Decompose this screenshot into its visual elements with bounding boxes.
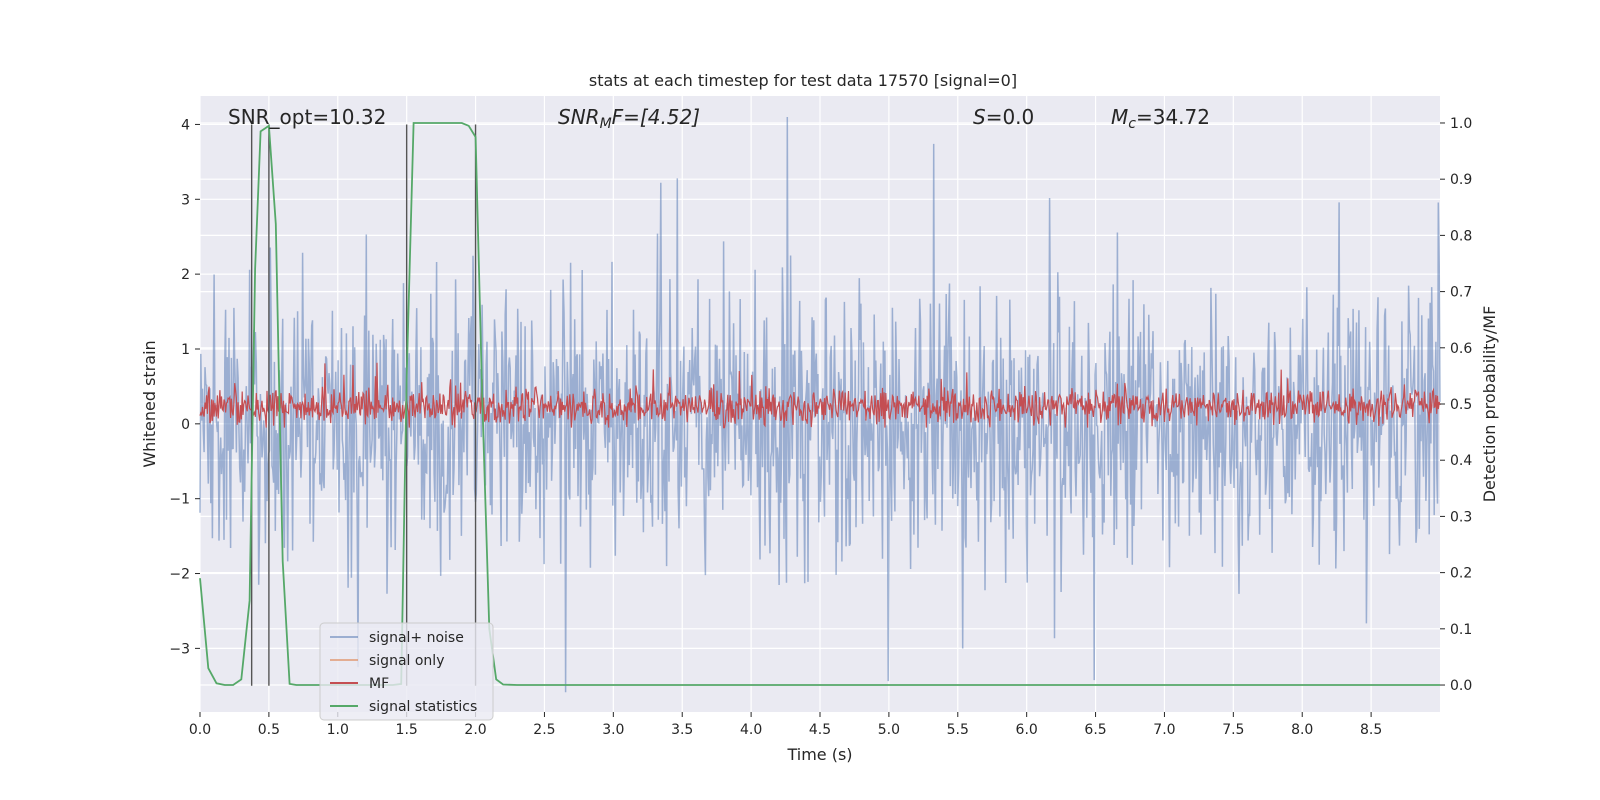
mc-sub: c [1128,116,1136,132]
annotation-mc: Mc=34.72 [1111,105,1210,132]
y2-tick-label-1: 0.9 [1450,172,1472,188]
snr-mf-rest: F=[4.52] [612,105,700,129]
annotation-snr-mf: SNRMF=[4.52] [558,105,700,132]
y2-tick-label-10: 0.0 [1450,678,1472,694]
x-axis-label: Time (s) [786,745,852,764]
annotation-snr-opt: SNR_opt=10.32 [228,105,386,129]
legend-label-mf: MF [369,676,389,692]
x-tick-label-16: 8.0 [1291,722,1313,738]
y-tick-label-0: 4 [181,117,190,133]
y-tick-label-1: 3 [181,192,190,208]
y2-tick-label-4: 0.6 [1450,341,1472,357]
x-tick-label-17: 8.5 [1360,722,1382,738]
y2-tick-label-9: 0.1 [1450,622,1472,638]
y2-tick-label-2: 0.8 [1450,228,1472,244]
x-tick-label-12: 6.0 [1016,722,1038,738]
legend-box [319,622,494,721]
x-tick-label-1: 0.5 [258,722,280,738]
legend: signal+ noise signal only MF signal stat… [319,622,494,721]
y-axis-ticks: 4 3 2 1 0 −1 −2 −3 [169,117,200,657]
x-tick-label-4: 2.0 [464,722,486,738]
legend-label-signal-only: signal only [369,653,444,669]
legend-label-statistics: signal statistics [369,699,477,715]
mc-rest: =34.72 [1136,105,1210,129]
y-tick-label-2: 2 [181,267,190,283]
x-axis-ticks: 0.0 0.5 1.0 1.5 2.0 2.5 3.0 3.5 4.0 4.5 5.0 5.5 6.0 6… [189,712,1382,738]
x-tick-label-6: 3.0 [602,722,624,738]
x-tick-label-3: 1.5 [396,722,418,738]
y-tick-label-7: −3 [169,641,190,657]
y-tick-label-5: −1 [169,492,190,508]
y-tick-label-4: 0 [181,417,190,433]
x-tick-label-11: 5.5 [947,722,969,738]
x-tick-label-7: 3.5 [671,722,693,738]
mc-main: M [1111,105,1128,129]
snr-mf-main: SNR [558,105,600,129]
y2-tick-label-0: 1.0 [1450,116,1472,132]
x-tick-label-13: 6.5 [1084,722,1106,738]
snr-mf-sub: M [600,116,612,132]
x-tick-label-14: 7.0 [1153,722,1175,738]
y2-tick-label-5: 0.5 [1450,397,1472,413]
x-tick-label-5: 2.5 [533,722,555,738]
y2-tick-label-7: 0.3 [1450,509,1472,525]
x-tick-label-10: 5.0 [878,722,900,738]
y2-axis-ticks: 1.0 0.9 0.8 0.7 0.6 0.5 0.4 0.3 0.2 0.1 0.0 [1440,116,1472,694]
y-tick-label-3: 1 [181,342,190,358]
s-rest: =0.0 [986,105,1035,129]
x-tick-label-2: 1.0 [327,722,349,738]
y2-tick-label-3: 0.7 [1450,285,1472,301]
annotation-s: S=0.0 [973,105,1034,129]
y2-axis-label: Detection probability/MF [1480,306,1499,503]
y2-tick-label-8: 0.2 [1450,566,1472,582]
y-axis-label: Whitened strain [140,340,159,467]
y-tick-label-6: −2 [169,567,190,583]
chart-title: stats at each timestep for test data 175… [589,71,1017,90]
x-tick-label-9: 4.5 [809,722,831,738]
x-tick-label-8: 4.0 [740,722,762,738]
x-tick-label-0: 0.0 [189,722,211,738]
y2-tick-label-6: 0.4 [1450,453,1472,469]
x-tick-label-15: 7.5 [1222,722,1244,738]
legend-label-noise: signal+ noise [369,630,464,646]
s-main: S [973,105,986,129]
